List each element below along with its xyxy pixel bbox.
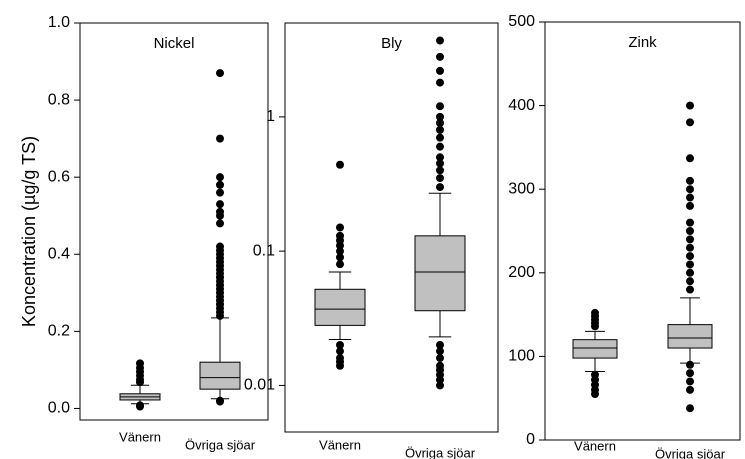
outlier (686, 369, 694, 378)
outlier (336, 361, 344, 370)
panel-title: Nickel (154, 35, 195, 52)
x-tick-label: Vänern (319, 437, 361, 452)
plot-frame (79, 22, 269, 421)
box (667, 324, 713, 349)
y-tick-label: 0.01 (244, 377, 275, 394)
outlier (216, 173, 224, 182)
y-tick-label: 1 (266, 108, 275, 125)
outlier (136, 378, 144, 387)
outlier (686, 404, 694, 413)
outlier (686, 185, 694, 194)
outlier (436, 125, 444, 134)
box (572, 339, 618, 359)
box (314, 288, 366, 326)
outlier (436, 66, 444, 75)
x-tick-label: Vänern (574, 438, 616, 453)
y-tick-label: 0.1 (253, 242, 275, 259)
box (199, 361, 241, 390)
outlier (336, 253, 344, 262)
y-tick-label: 0.4 (48, 245, 70, 262)
outlier (686, 285, 694, 294)
outlier (216, 180, 224, 189)
outlier (686, 154, 694, 163)
y-tick-label: 500 (508, 13, 535, 30)
outlier (436, 166, 444, 175)
outlier (336, 341, 344, 350)
outlier (216, 188, 224, 197)
outlier (591, 322, 599, 331)
outlier (436, 159, 444, 168)
outlier (216, 69, 224, 78)
outlier (436, 347, 444, 356)
y-tick-label: 0.6 (48, 168, 70, 185)
box (414, 235, 466, 312)
outlier (686, 201, 694, 210)
outlier (336, 347, 344, 356)
outlier (436, 153, 444, 162)
x-tick-label: Övriga sjöar (405, 445, 476, 459)
outlier (216, 397, 224, 406)
outlier (336, 223, 344, 232)
outlier (216, 200, 224, 209)
y-tick-label: 0.2 (48, 323, 70, 340)
outlier (436, 52, 444, 61)
y-axis-label: Koncentration (µg/g TS) (19, 136, 39, 327)
outlier (436, 133, 444, 142)
outlier (216, 219, 224, 228)
outlier (436, 112, 444, 121)
outlier (686, 193, 694, 202)
outlier (686, 243, 694, 252)
outlier (336, 160, 344, 169)
outlier (336, 260, 344, 269)
panel-title: Zink (628, 34, 657, 51)
outlier (436, 102, 444, 111)
outlier (336, 241, 344, 250)
outlier (686, 260, 694, 269)
y-tick-label: 1.0 (48, 14, 70, 31)
outlier (436, 174, 444, 183)
outlier (436, 375, 444, 384)
outlier (686, 277, 694, 286)
y-tick-label: 400 (508, 97, 535, 114)
y-tick-label: 200 (508, 264, 535, 281)
y-tick-label: 0 (526, 431, 535, 448)
outlier (686, 235, 694, 244)
outlier (436, 142, 444, 151)
plot-frame (284, 22, 499, 433)
outlier (216, 134, 224, 143)
outlier (136, 402, 144, 411)
outlier (436, 119, 444, 128)
outlier (216, 211, 224, 220)
x-tick-label: Övriga sjöar (185, 437, 256, 452)
outlier (436, 78, 444, 87)
y-tick-label: 300 (508, 180, 535, 197)
outlier (686, 227, 694, 235)
x-tick-label: Övriga sjöar (655, 446, 726, 459)
outlier (436, 341, 444, 350)
outlier (686, 101, 694, 110)
panel-title: Bly (381, 35, 402, 52)
outlier (686, 218, 694, 227)
outlier (436, 183, 444, 192)
outlier (686, 252, 694, 261)
outlier (686, 377, 694, 386)
y-tick-label: 0.0 (48, 400, 70, 417)
y-tick-label: 0.8 (48, 91, 70, 108)
outlier (686, 385, 694, 394)
plot-frame (544, 21, 741, 441)
outlier (686, 118, 694, 127)
outlier (686, 268, 694, 277)
y-tick-label: 100 (508, 348, 535, 365)
outlier (436, 354, 444, 363)
outlier (436, 36, 444, 45)
x-tick-label: Vänern (119, 429, 161, 444)
outlier (591, 390, 599, 399)
outlier (336, 247, 344, 256)
outlier (436, 381, 444, 390)
outlier (686, 176, 694, 185)
